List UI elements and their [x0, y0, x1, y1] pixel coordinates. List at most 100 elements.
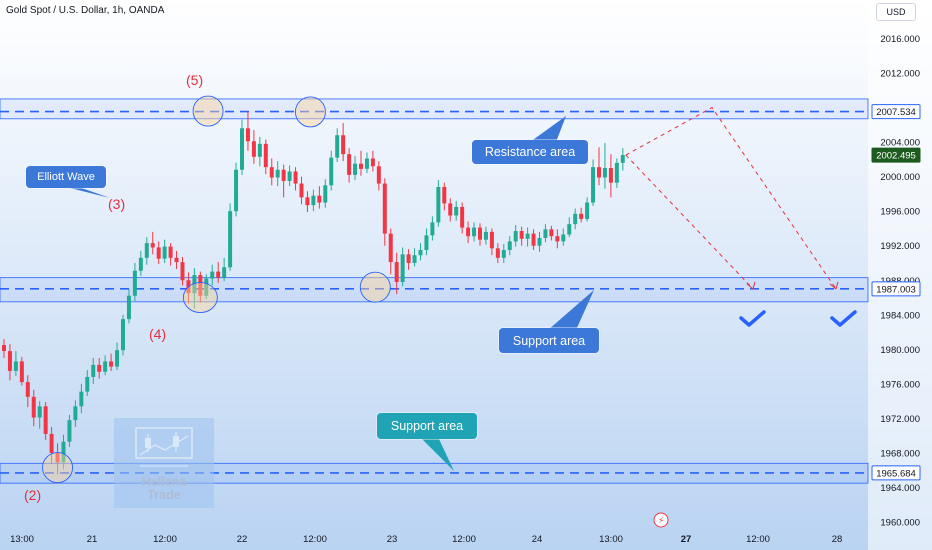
pivot-circle-wave-2: [42, 452, 73, 484]
candle: [531, 229, 536, 251]
candle-body: [162, 246, 167, 259]
candle: [180, 256, 185, 286]
candle-body: [442, 187, 447, 204]
price-label-box: [871, 465, 921, 481]
x-tick-label: 12:00: [303, 534, 327, 545]
candle: [585, 197, 590, 222]
y-tick-label: 2016.000: [880, 34, 920, 45]
candle-body: [150, 243, 155, 248]
candle-body: [364, 158, 369, 169]
candle: [311, 189, 316, 212]
price-label-text: 2007.534: [876, 107, 916, 118]
candle-body: [245, 128, 250, 142]
candle-body: [519, 231, 524, 239]
candle-body: [567, 224, 572, 235]
candle: [495, 243, 500, 263]
candle-body: [531, 233, 536, 246]
y-tick-label: 1996.000: [880, 207, 920, 218]
candle: [281, 164, 286, 198]
candle: [507, 236, 512, 256]
candle-body: [156, 247, 161, 259]
candle: [376, 161, 381, 191]
candle: [37, 401, 42, 429]
candle: [299, 176, 304, 205]
projection-path-direct: [625, 154, 754, 290]
projection-arrow-icon: [746, 281, 756, 290]
x-tick-label: 13:00: [599, 534, 623, 545]
candle: [341, 123, 346, 162]
candle: [275, 161, 280, 187]
y-tick-label: 1992.000: [880, 241, 920, 252]
candle-body: [448, 203, 453, 216]
candle: [25, 375, 30, 408]
candle-body: [126, 295, 131, 320]
candle: [204, 274, 209, 300]
x-tick-label: 12:00: [746, 534, 770, 545]
candle-body: [585, 202, 590, 219]
candle-body: [573, 213, 578, 225]
candle-body: [335, 135, 340, 158]
candle: [132, 262, 137, 301]
candle: [317, 186, 322, 209]
logo-monitor-icon: [135, 427, 193, 459]
candle-body: [472, 227, 477, 237]
candle-body: [454, 206, 459, 216]
candle: [323, 179, 328, 208]
candle-body: [2, 345, 6, 352]
candle: [370, 150, 375, 172]
checkmark-1-icon: [739, 310, 766, 327]
candle-body: [597, 167, 601, 178]
pivot-circle-wave-5: [192, 95, 224, 127]
candle: [620, 148, 625, 171]
logo-box: [114, 418, 214, 508]
y-tick-label: 1960.000: [880, 518, 920, 529]
candle: [597, 147, 601, 186]
logo-candle-body-2: [173, 436, 179, 447]
elliott-wave-callout: Elliott Wave: [26, 166, 106, 188]
candle-body: [537, 237, 542, 246]
candle: [454, 200, 459, 221]
candle: [347, 148, 352, 183]
candle: [31, 389, 36, 427]
candle: [234, 162, 239, 217]
candle: [240, 119, 244, 175]
y-tick-label: 1972.000: [880, 414, 920, 425]
x-tick-label: 23: [387, 534, 398, 545]
candle: [555, 229, 560, 249]
x-tick-label: 13:00: [10, 534, 34, 545]
candle: [602, 142, 607, 189]
candle: [138, 250, 143, 276]
candle-body: [37, 406, 42, 418]
candle-body: [513, 231, 518, 242]
logo-candle-body: [145, 438, 151, 448]
candle-body: [376, 166, 381, 184]
candle-body: [144, 243, 149, 258]
price-label-box: [871, 104, 921, 120]
candle-body: [412, 255, 417, 263]
candle: [460, 202, 465, 234]
currency-button[interactable]: USD: [876, 3, 916, 21]
zone-box-2: [0, 277, 869, 303]
candle-body: [180, 262, 185, 281]
candle: [424, 228, 429, 256]
candle-body: [31, 396, 36, 418]
candle-body: [132, 270, 137, 296]
logo-text: Hellena Trade: [114, 476, 214, 502]
candle-body: [43, 406, 48, 434]
candle-body: [418, 250, 423, 256]
candle-body: [400, 254, 405, 282]
candle-body: [263, 143, 268, 168]
candle: [228, 203, 233, 271]
candle: [394, 252, 399, 295]
lightning-icon[interactable]: ⚡: [653, 512, 669, 528]
support-area-callout: Support area: [499, 328, 599, 353]
candle: [400, 247, 405, 287]
candle-body: [85, 376, 90, 392]
candle: [192, 268, 197, 309]
candle: [2, 338, 6, 358]
candle-body: [353, 163, 358, 175]
candle-body: [281, 169, 286, 181]
candle: [364, 152, 369, 174]
candle: [97, 357, 102, 379]
